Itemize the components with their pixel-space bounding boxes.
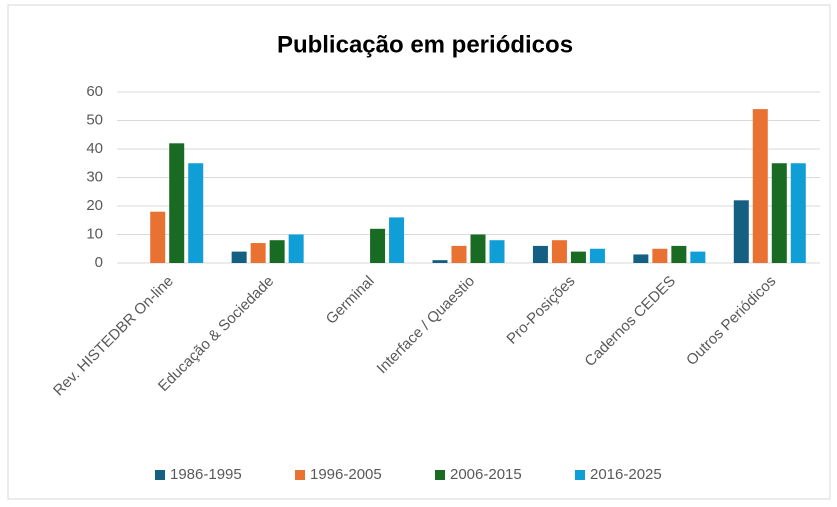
bar [652, 248, 668, 263]
y-tick-label: 40 [86, 140, 103, 157]
bar [188, 163, 204, 263]
bar [633, 254, 649, 263]
legend-swatch [155, 470, 165, 480]
bar [752, 109, 768, 263]
y-tick-label: 30 [86, 168, 103, 185]
chart-title: Publicação em periódicos [277, 31, 573, 58]
legend-label: 2016-2025 [590, 466, 662, 483]
legend-label: 2006-2015 [450, 466, 522, 483]
legend-label: 1996-2005 [310, 466, 382, 483]
bar [370, 228, 386, 263]
y-tick-label: 60 [86, 83, 103, 100]
bar [470, 234, 486, 263]
bar [771, 163, 787, 263]
legend-swatch [575, 470, 585, 480]
bar [551, 240, 567, 263]
y-tick-label: 20 [86, 197, 103, 214]
bar [169, 143, 185, 263]
bar [570, 251, 586, 263]
bar [733, 200, 749, 263]
bar [589, 248, 605, 263]
bar [671, 245, 687, 263]
bar [389, 217, 405, 263]
bar [150, 211, 166, 263]
bar [231, 251, 247, 263]
y-tick-label: 10 [86, 225, 103, 242]
bar [269, 240, 285, 263]
bar [432, 260, 448, 263]
legend-label: 1986-1995 [170, 466, 242, 483]
bar [489, 240, 505, 263]
y-tick-label: 0 [95, 254, 103, 271]
bar [532, 245, 548, 263]
bar [451, 245, 467, 263]
bar [790, 163, 806, 263]
chart-border [7, 4, 831, 500]
bar [288, 234, 304, 263]
y-tick-label: 50 [86, 111, 103, 128]
bar [690, 251, 706, 263]
legend-swatch [295, 470, 305, 480]
bar [250, 243, 266, 263]
legend-swatch [435, 470, 445, 480]
